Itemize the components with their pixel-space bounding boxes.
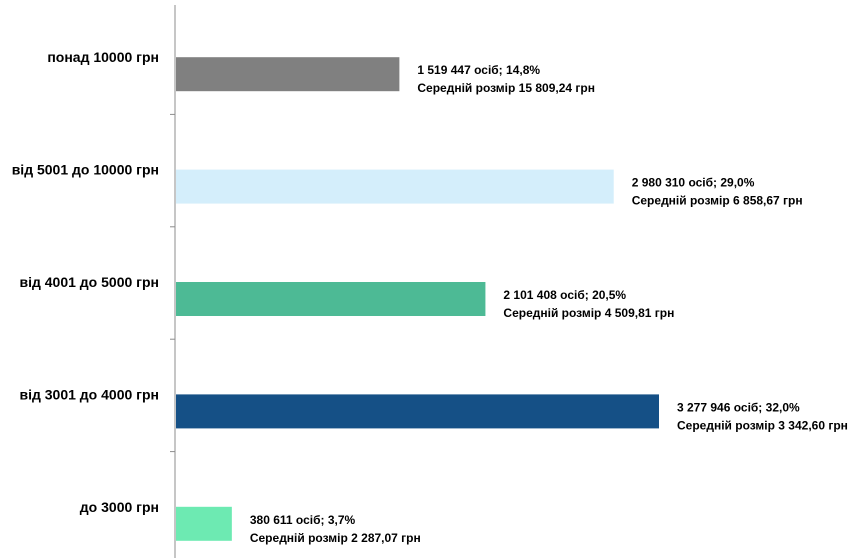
data-label-average: Середній розмір 2 287,07 грн [250,531,421,545]
bar [176,394,659,429]
bars [176,57,659,541]
data-label-average: Середній розмір 15 809,24 грн [417,81,595,95]
data-label-count: 1 519 447 осіб; 14,8% [417,63,540,77]
data-label-average: Середній розмір 3 342,60 грн [677,418,848,432]
data-labels: 1 519 447 осіб; 14,8% Середній розмір 15 … [250,63,848,545]
category-label: від 5001 до 10000 грн [12,162,159,178]
bar [176,57,400,92]
data-label-count: 2 980 310 осіб; 29,0% [632,176,755,190]
category-label: від 4001 до 5000 грн [19,274,159,290]
bar [176,282,486,316]
category-label: до 3000 грн [80,499,159,515]
data-label-count: 3 277 946 осіб; 32,0% [677,400,800,414]
bar [176,169,614,204]
bar [176,506,232,541]
category-label: від 3001 до 4000 грн [19,386,159,402]
data-label-average: Середній розмір 6 858,67 грн [632,194,803,208]
axis [170,5,176,558]
data-label-count: 2 101 408 осіб; 20,5% [503,288,626,302]
category-label: понад 10000 грн [47,49,159,65]
category-labels: понад 10000 грн від 5001 до 10000 грн від … [12,49,159,515]
data-label-count: 380 611 осіб; 3,7% [250,513,356,527]
data-label-average: Середній розмір 4 509,81 грн [503,306,674,320]
